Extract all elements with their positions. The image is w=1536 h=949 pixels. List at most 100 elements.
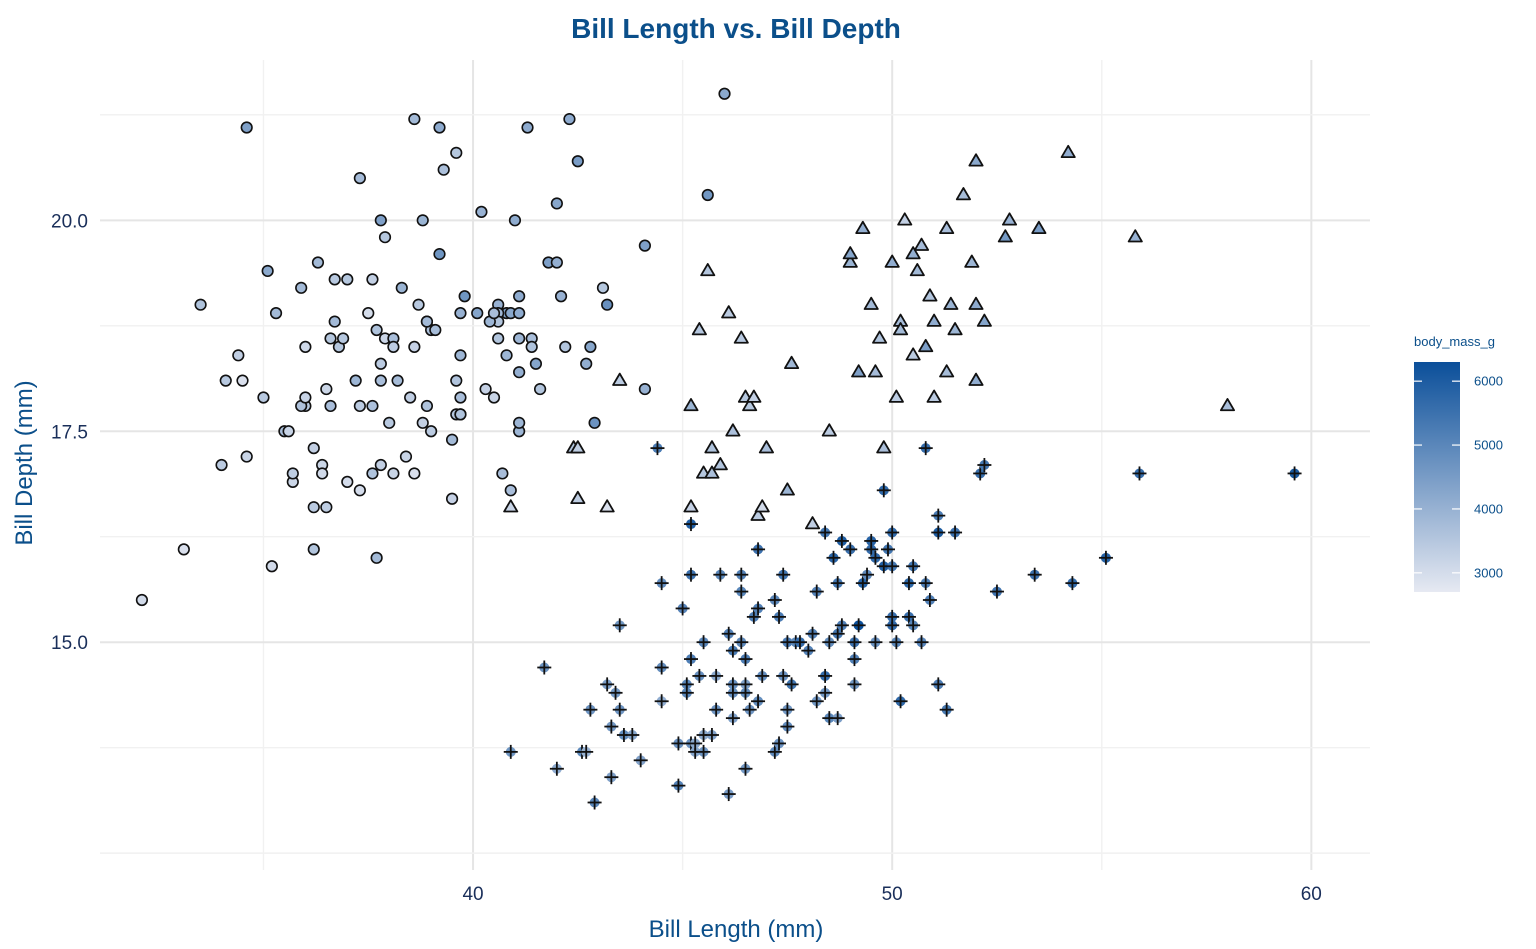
data-point-circle [718,87,731,100]
data-point-plus [822,635,837,650]
data-point-circle [341,475,354,488]
data-point-plus [738,761,753,776]
x-axis-title: Bill Length (mm) [649,916,824,943]
data-point-circle [265,560,278,573]
data-point-plus [734,567,749,582]
data-point-circle [324,399,337,413]
data-point-triangle [893,322,909,336]
colorbar [1414,362,1460,592]
data-point-triangle [599,499,615,513]
data-point-plus [830,626,845,641]
data-point-plus [855,576,870,591]
data-point-circle [571,155,584,168]
data-point-circle [525,340,538,353]
data-point-plus [734,635,749,650]
data-point-plus [683,517,698,532]
data-point-circle [550,256,563,269]
data-point-circle [450,374,463,387]
data-point-circle [349,374,362,387]
data-point-triangle [1031,220,1047,234]
data-point-triangle [570,440,586,454]
data-point-triangle [939,220,955,234]
y-tick-label: 17.5 [51,422,88,443]
data-point-triangle [968,372,984,386]
data-point-plus [683,652,698,667]
data-point-plus [885,609,900,624]
data-point-circle [445,492,459,505]
data-point-circle [236,374,249,387]
data-point-circle [408,340,421,353]
data-point-plus [918,576,933,591]
data-point-circle [479,382,492,396]
data-point-plus [650,441,665,456]
data-point-triangle [779,482,795,496]
y-axis-title: Bill Depth (mm) [11,380,38,545]
data-point-plus [734,584,749,599]
data-point-circle [437,163,450,176]
data-point-plus [906,559,921,574]
data-point-triangle [691,322,707,336]
data-point-plus [948,525,963,540]
data-point-plus [549,761,564,776]
data-point-plus [675,601,690,616]
data-point-circle [366,399,379,413]
data-point-triangle [612,372,628,386]
data-point-circle [328,273,341,286]
data-point-circle [580,357,593,370]
data-point-circle [215,458,228,472]
data-point-circle [177,543,190,556]
data-point-circle [429,323,442,337]
data-point-triangle [725,423,741,437]
data-point-plus [725,677,740,692]
data-point-plus [826,550,841,565]
data-point-plus [751,694,766,709]
data-point-plus [847,635,862,650]
data-point-circle [307,442,320,455]
data-point-plus [906,618,921,633]
data-point-plus [683,567,698,582]
colorbar-tick-label: 4000 [1474,501,1503,516]
data-point-circle [487,391,501,404]
data-point-plus [830,711,845,726]
data-point-circle [370,551,383,564]
data-point-plus [692,668,707,683]
data-point-plus [654,660,669,675]
data-point-plus [742,702,757,717]
data-point-circle [374,214,387,227]
data-point-circle [496,467,509,480]
data-point-plus [847,677,862,692]
data-point-triangle [905,347,921,361]
data-point-circle [341,273,354,286]
data-point-circle [295,281,308,294]
data-point-plus [939,702,954,717]
data-point-circle [475,205,488,218]
data-point-circle [450,146,463,159]
data-point-plus [688,736,703,751]
data-point-circle [500,349,513,362]
data-point-circle [404,391,417,404]
data-point-plus [847,652,862,667]
legend-title: body_mass_g [1414,334,1495,349]
data-point-plus [931,525,946,540]
data-point-plus [776,567,791,582]
data-point-circle [513,307,526,320]
data-point-circle [219,374,232,387]
data-point-circle [337,332,350,345]
data-point-plus [780,719,795,734]
data-point-circle [194,298,207,311]
data-point-circle [311,256,325,269]
data-point-plus [721,626,736,641]
data-point-circle [454,307,467,320]
data-point-circle [454,349,467,362]
data-point-circle [416,416,429,429]
data-point-triangle [570,490,586,504]
data-point-plus [633,753,648,768]
data-point-triangle [503,499,519,513]
data-point-plus [868,635,883,650]
data-point-circle [550,197,563,210]
data-point-plus [612,702,627,717]
data-point-triangle [867,364,883,378]
data-point-triangle [746,389,762,403]
data-point-plus [709,668,724,683]
data-point-plus [880,542,895,557]
